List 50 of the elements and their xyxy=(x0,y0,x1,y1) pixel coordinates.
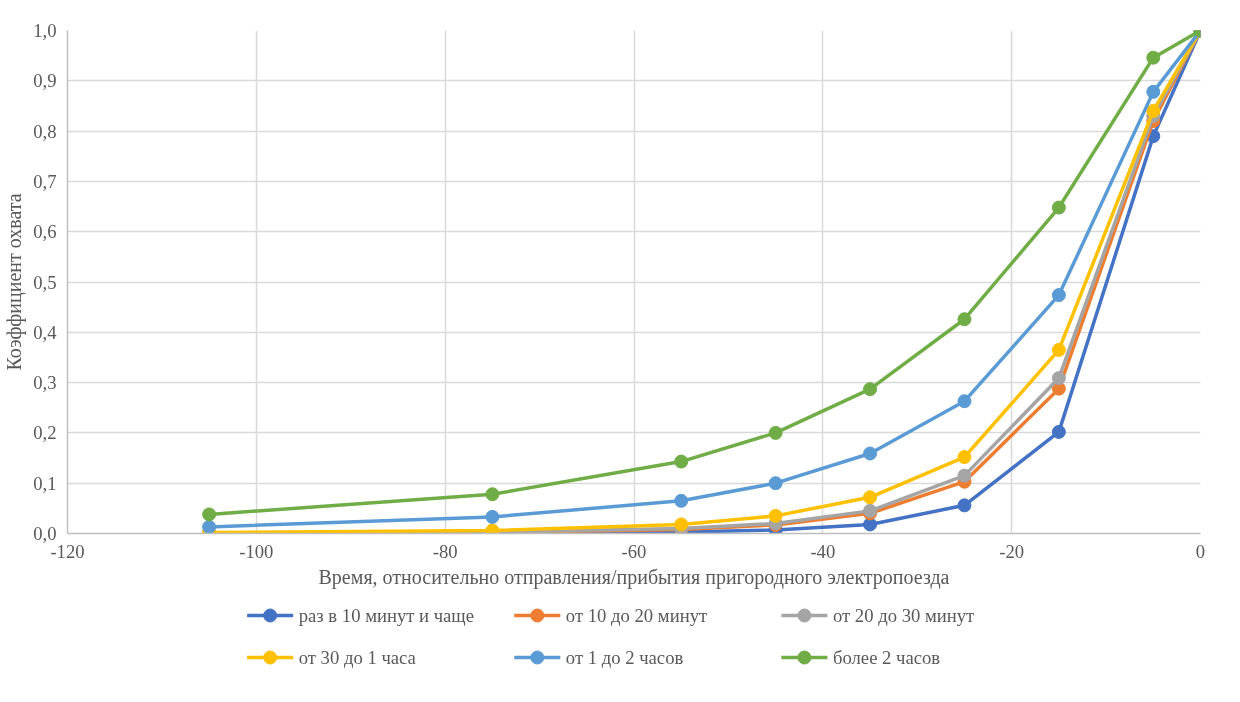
y-tick-label: 0,7 xyxy=(33,170,57,192)
point xyxy=(1146,103,1161,118)
point xyxy=(674,454,689,469)
y-tick-label: 0,3 xyxy=(33,372,57,394)
x-tick-label: -100 xyxy=(239,540,274,562)
point xyxy=(863,446,878,461)
legend-label: от 10 до 20 минут xyxy=(565,605,708,626)
point xyxy=(957,468,972,483)
x-axis-title: Время, относительно отправления/прибытия пригородного электропоезда xyxy=(318,565,950,589)
point xyxy=(957,450,972,465)
y-axis-title: Коэффициент охвата xyxy=(3,193,27,371)
legend-label: раз в 10 минут и чаще xyxy=(298,605,475,626)
y-tick-label: 0,4 xyxy=(33,321,58,343)
point xyxy=(957,312,972,327)
point xyxy=(957,394,972,409)
y-tick-label: 1,0 xyxy=(33,20,57,41)
point xyxy=(1051,288,1066,303)
point xyxy=(1051,200,1066,215)
y-tick-label: 0,5 xyxy=(33,271,57,293)
point xyxy=(1146,84,1161,99)
point xyxy=(202,507,217,522)
point xyxy=(485,487,500,502)
y-tick-label: 0,2 xyxy=(33,422,57,444)
point xyxy=(1051,342,1066,357)
x-tick-label: -80 xyxy=(432,540,458,562)
point xyxy=(863,382,878,397)
x-tick-label: -40 xyxy=(810,540,836,562)
legend-label: от 1 до 2 часов xyxy=(565,647,684,668)
point xyxy=(957,498,972,513)
legend-label: более 2 часов xyxy=(832,647,941,668)
y-tick-label: 0,6 xyxy=(33,221,57,243)
y-tick-label: 0,9 xyxy=(33,70,57,92)
point xyxy=(768,476,783,491)
y-tick-label: 0,8 xyxy=(33,120,57,142)
point xyxy=(674,493,689,508)
x-tick-label: 0 xyxy=(1195,540,1206,562)
point xyxy=(1051,371,1066,386)
point xyxy=(863,490,878,505)
point xyxy=(674,517,689,532)
legend-label: от 20 до 30 минут xyxy=(832,605,975,626)
point xyxy=(485,509,500,524)
x-tick-label: -60 xyxy=(621,540,647,562)
legend-label: от 30 до 1 часа xyxy=(298,647,417,668)
point xyxy=(1051,424,1066,439)
x-tick-label: -20 xyxy=(999,540,1025,562)
point xyxy=(768,508,783,523)
point xyxy=(768,425,783,440)
y-tick-label: 0,1 xyxy=(33,472,57,494)
point xyxy=(863,517,878,532)
point xyxy=(1146,50,1161,65)
